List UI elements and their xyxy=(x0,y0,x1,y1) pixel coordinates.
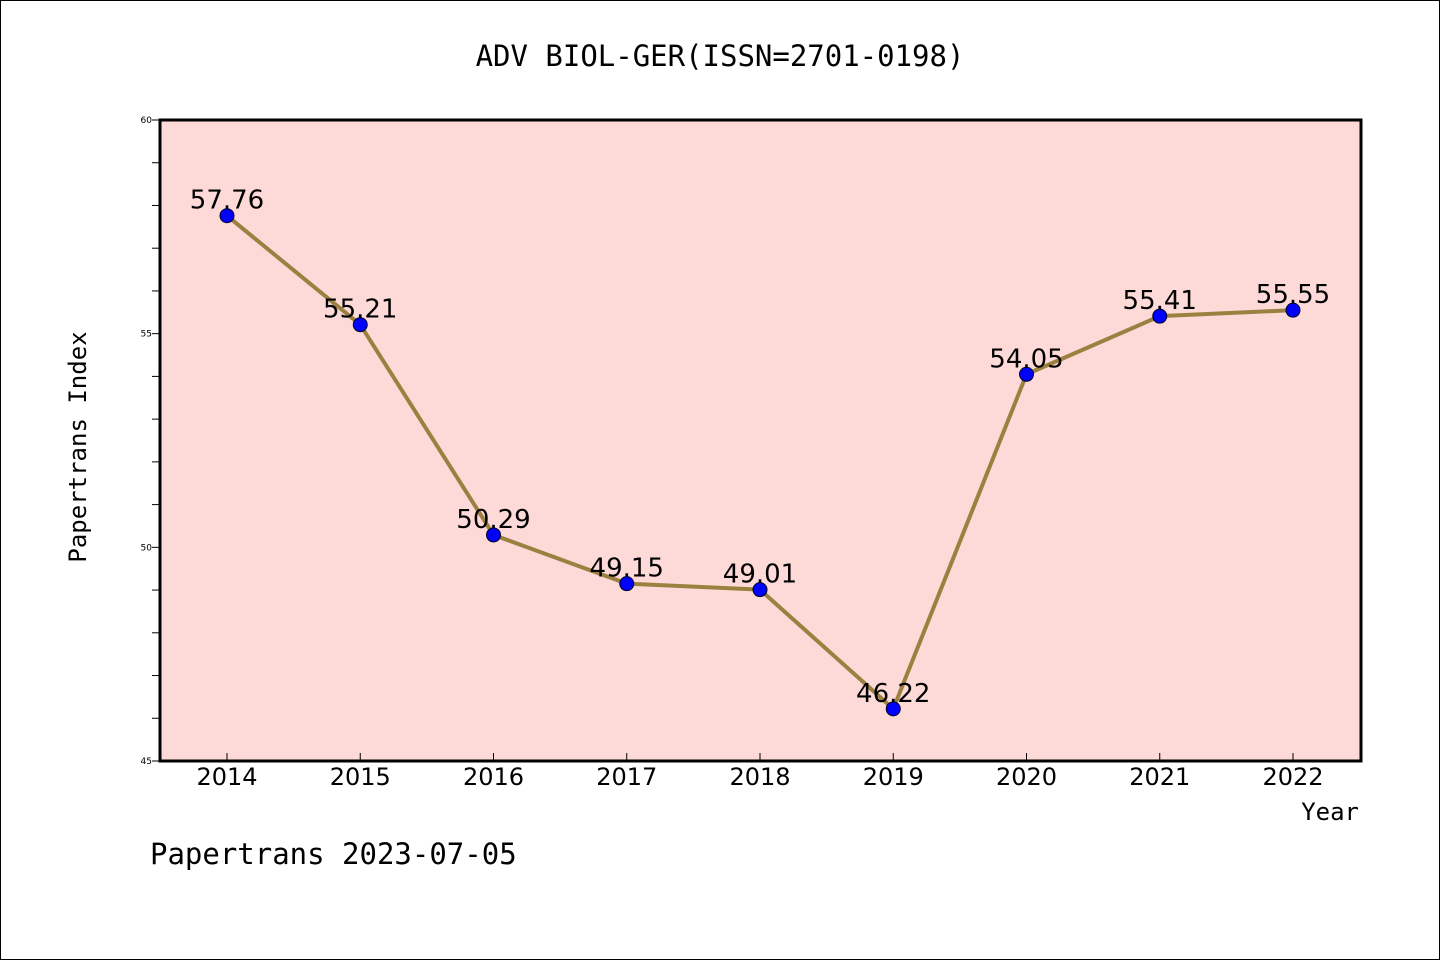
chart-title: ADV BIOL-GER(ISSN=2701-0198) xyxy=(476,39,965,73)
x-tick-label: 2021 xyxy=(1129,763,1190,791)
data-point xyxy=(885,701,901,717)
plot-area xyxy=(158,118,1363,763)
x-tick-label: 2015 xyxy=(330,763,391,791)
x-axis-label: Year xyxy=(1301,798,1359,826)
data-label: 54.05 xyxy=(989,344,1063,374)
data-point xyxy=(1019,366,1034,382)
data-label: 49.15 xyxy=(590,554,664,584)
data-point xyxy=(752,582,768,598)
x-axis: 2014 2015 2016 2017 2018 2019 2020 2021 2022 xyxy=(196,753,1324,791)
y-tick-label: 55 xyxy=(141,330,152,340)
y-axis: 45 50 55 60 xyxy=(141,116,160,767)
x-tick-label: 2016 xyxy=(463,763,524,791)
y-tick-label: 60 xyxy=(141,116,153,126)
data-point xyxy=(1285,302,1301,318)
series-markers xyxy=(219,208,1301,717)
y-axis-label: Papertrans Index xyxy=(64,331,92,562)
data-labels: 57.76 55.21 50.29 49.15 49.01 46.22 54.05 55.41… xyxy=(190,186,1330,709)
x-tick-label: 2022 xyxy=(1262,763,1323,791)
data-point xyxy=(219,208,235,224)
footer-note: Papertrans 2023-07-05 xyxy=(150,837,517,871)
data-label: 49.01 xyxy=(723,560,797,590)
y-tick-label: 50 xyxy=(141,543,153,553)
x-tick-label: 2020 xyxy=(996,763,1057,791)
x-tick-label: 2019 xyxy=(863,763,924,791)
x-tick-label: 2018 xyxy=(729,763,790,791)
data-label: 55.55 xyxy=(1256,280,1330,310)
data-point xyxy=(619,576,635,592)
x-tick-label: 2017 xyxy=(596,763,657,791)
data-label: 50.29 xyxy=(456,505,530,535)
data-point xyxy=(486,527,501,543)
data-point xyxy=(352,317,368,333)
data-label: 55.21 xyxy=(323,295,397,325)
data-point xyxy=(1152,308,1168,324)
data-label: 57.76 xyxy=(190,186,264,216)
data-label: 55.41 xyxy=(1123,286,1197,316)
y-tick-label: 45 xyxy=(141,757,152,767)
data-label: 46.22 xyxy=(856,679,930,709)
x-tick-label: 2014 xyxy=(196,763,257,791)
